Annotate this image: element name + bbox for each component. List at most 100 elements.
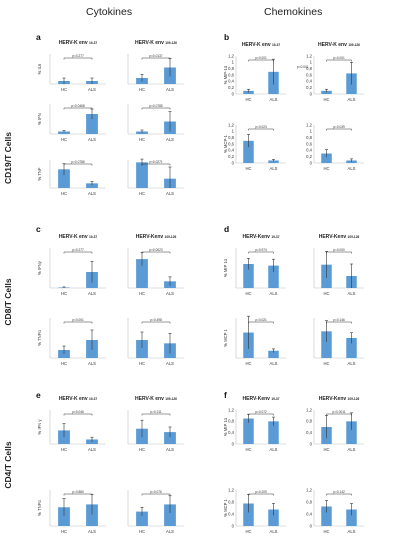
bar bbox=[268, 421, 279, 444]
y-axis-label: % MIP 1α bbox=[223, 258, 228, 277]
p-value-label: p=0.880 bbox=[72, 490, 84, 494]
category-label: ALS bbox=[88, 137, 96, 142]
y-axis-label: % MIP-1α bbox=[223, 65, 228, 84]
category-label: ALS bbox=[166, 529, 174, 534]
y-axis-label: % TNF bbox=[37, 167, 42, 180]
bar bbox=[268, 509, 279, 526]
bar bbox=[321, 506, 332, 526]
category-label: HC bbox=[323, 166, 329, 171]
p-value-label: p=0.0023 bbox=[149, 248, 163, 252]
y-tick-label: 1 bbox=[310, 60, 313, 65]
y-tick-label: 0,6 bbox=[228, 72, 234, 77]
chart-title: HERV-Kenv 19-37 bbox=[243, 396, 280, 402]
y-tick-label: 0,4 bbox=[228, 79, 234, 84]
chart-title-sub: 109-126 bbox=[165, 41, 177, 45]
chart-title: HERV-Kenv 109-126 bbox=[136, 234, 177, 240]
chart-panel-a: HERV-K env 109-126 HC ALS p=0.0137 bbox=[127, 40, 184, 92]
chart-title: HERV-K env 109-126 bbox=[135, 40, 177, 46]
category-label: HC bbox=[245, 291, 251, 296]
chart-panel-b: % MCP-1 1,2 10,80,6 0,40,20 HC ALS p=0.023 bbox=[223, 122, 286, 171]
y-tick-label: 0 bbox=[310, 523, 313, 528]
category-label: ALS bbox=[88, 529, 96, 534]
bar bbox=[136, 259, 148, 288]
y-tick-label: 1,2 bbox=[228, 53, 234, 58]
chart-panel-b: 1,2 10,80,6 0,40,20 HC ALS p=0.039 bbox=[306, 122, 364, 171]
chart-panel-c: % TNFα HC ALS p=0.001 bbox=[37, 318, 106, 366]
y-tick-label: 0,4 bbox=[228, 511, 234, 516]
p-value-label: p=0.001 bbox=[333, 56, 345, 60]
bar bbox=[164, 504, 176, 526]
category-label: ALS bbox=[88, 361, 96, 366]
y-tick-label: 0 bbox=[232, 91, 235, 96]
bar bbox=[86, 183, 98, 188]
category-label: ALS bbox=[348, 529, 356, 534]
chart-title: HERV-K env 19-37 bbox=[59, 396, 98, 402]
category-label: ALS bbox=[348, 291, 356, 296]
chart-panel-e: HERV-K env 109-126 HC ALS p=0.211 bbox=[127, 396, 184, 452]
category-label: HC bbox=[139, 447, 145, 452]
y-tick-label: 1,2 bbox=[228, 122, 234, 127]
category-label: ALS bbox=[166, 137, 174, 142]
y-tick-label: 0,2 bbox=[306, 154, 312, 159]
category-label: HC bbox=[323, 97, 329, 102]
p-value-label: p=0.209 bbox=[255, 490, 267, 494]
chart-panel-c: HERV-Kenv 109-126 HC ALS p=0.0023 bbox=[127, 234, 184, 296]
y-tick-label: 1,2 bbox=[228, 407, 234, 412]
bar bbox=[268, 160, 279, 163]
y-tick-label: 0,4 bbox=[306, 511, 312, 516]
category-label: HC bbox=[139, 361, 145, 366]
chart-panel-d: % MCP 1 HC ALS p=0.021 bbox=[223, 315, 286, 366]
p-value-label: p=0.277 bbox=[72, 248, 84, 252]
chart-panel-c: HERV-K env 19-37 % IFNγ HC ALS p=0.277 bbox=[37, 234, 106, 296]
p-value-label: p=0.0786 bbox=[71, 160, 85, 164]
p-value-label: p=0.142 bbox=[333, 490, 345, 494]
panel-letter-e: e bbox=[36, 390, 41, 400]
y-tick-label: 1,2 bbox=[306, 53, 312, 58]
panel-letter-a: a bbox=[36, 32, 41, 42]
p-value-label: p=0.046 bbox=[72, 410, 84, 414]
bar bbox=[86, 114, 98, 134]
bar bbox=[243, 264, 254, 288]
chart-panel-a: HC ALS p=0.0271 bbox=[127, 158, 184, 196]
bar bbox=[321, 331, 332, 358]
p-value-label: p=0.039 bbox=[333, 125, 345, 129]
chart-title: HERV-Kenv 109-126 bbox=[319, 234, 360, 240]
category-label: ALS bbox=[348, 97, 356, 102]
y-axis-label: % TNFα bbox=[37, 500, 42, 516]
y-tick-label: 0,6 bbox=[306, 141, 312, 146]
category-label: ALS bbox=[88, 87, 96, 92]
y-tick-label: 1,2 bbox=[306, 487, 312, 492]
p-value-label: p=0.001 bbox=[255, 56, 267, 60]
chart-title: HERV-K env 19-37 bbox=[242, 42, 281, 48]
category-label: ALS bbox=[166, 291, 174, 296]
y-axis-label: % TNFα bbox=[37, 330, 42, 346]
chart-panel-d: HERV-Kenv 109-126 HC ALS p=0.000 bbox=[313, 234, 364, 296]
chart-title-sub: 109-126 bbox=[348, 397, 360, 401]
y-tick-label: 0,8 bbox=[228, 66, 234, 71]
y-axis-label: % MCP 1 bbox=[223, 329, 228, 347]
chart-panel-e: HERV-K env 19-37 % IFN γ HC ALS p=0.046 bbox=[37, 396, 106, 452]
chart-title: HERV-K env 19-37 bbox=[59, 234, 98, 240]
category-label: HC bbox=[245, 529, 251, 534]
category-label: HC bbox=[245, 166, 251, 171]
p-value-label: p=0.146 bbox=[333, 318, 345, 322]
chart-panel-a: HC ALS p=0.0785 bbox=[127, 104, 184, 142]
category-label: ALS bbox=[270, 529, 278, 534]
panel-letter-d: d bbox=[224, 224, 229, 234]
chart-panel-d: HC ALS p=0.146 bbox=[313, 318, 364, 366]
y-axis-label: % MIP 1α bbox=[223, 417, 228, 436]
bar bbox=[346, 421, 357, 444]
header-chemokines: Chemokines bbox=[264, 6, 322, 18]
category-label: HC bbox=[139, 529, 145, 534]
bar bbox=[321, 153, 332, 163]
chart-panel-d: HERV-Kenv 19-37 % MIP 1α HC ALS p=0.974 bbox=[223, 234, 286, 296]
y-axis-label: % IFNγ bbox=[37, 260, 42, 275]
chart-title: HERV-K env 19-37 bbox=[59, 40, 98, 46]
y-tick-label: 0,4 bbox=[306, 148, 312, 153]
y-axis-label: % MCP-1 bbox=[223, 134, 228, 153]
y-tick-label: 1,2 bbox=[306, 407, 312, 412]
p-value-label: p=0.072 bbox=[255, 410, 267, 414]
bar bbox=[268, 350, 279, 358]
p-value-label: p=0.211 bbox=[150, 410, 162, 414]
